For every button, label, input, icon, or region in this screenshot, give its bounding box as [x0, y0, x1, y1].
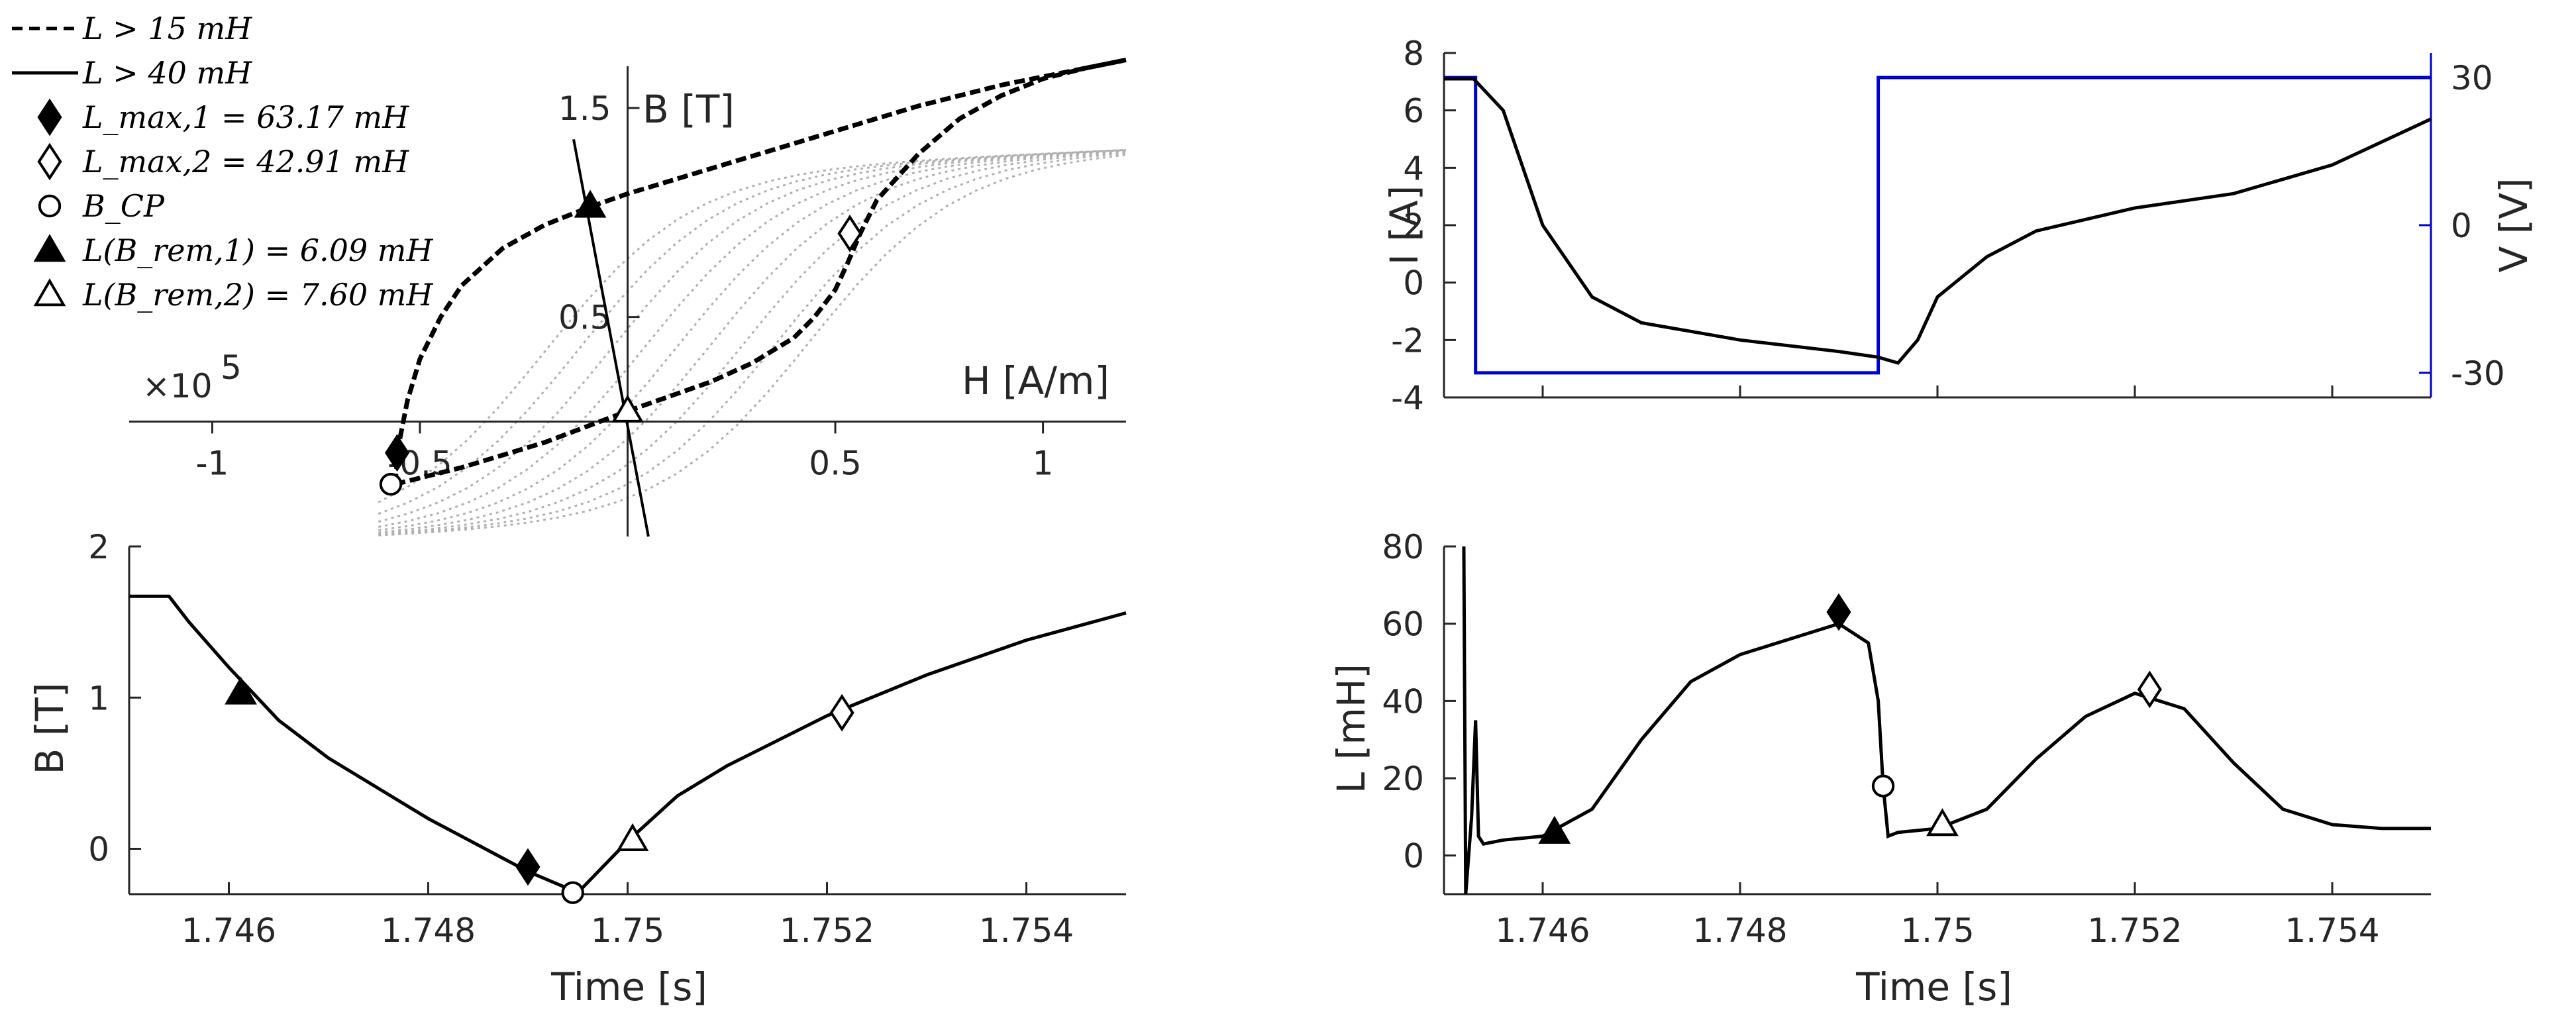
open-diamond-marker	[829, 693, 854, 732]
y-tick-label-right: 30	[2451, 59, 2493, 97]
x-tick-label: 1	[1033, 444, 1054, 482]
filled-triangle-marker	[33, 234, 66, 262]
x-tick-label: 1.748	[381, 911, 476, 950]
x-tick-label: 1.75	[591, 911, 664, 950]
legend-label: B_CP	[82, 188, 165, 224]
legend-label: L(B_rem,2) = 7.60 mH	[82, 277, 433, 313]
filled-diamond-marker	[37, 98, 62, 136]
minor-loop-curve	[378, 150, 1127, 534]
y-tick-label: 0.5	[558, 299, 611, 337]
y-tick-label: 0	[88, 831, 109, 869]
y-tick-label: 40	[1382, 682, 1424, 721]
open-diamond-marker	[837, 215, 862, 252]
y-tick-label: 0	[1403, 264, 1424, 303]
y-tick-label: 8	[1403, 34, 1424, 73]
filled-diamond-marker	[1826, 593, 1851, 631]
legend-label: L > 40 mH	[82, 55, 252, 91]
x-exponent-power: 5	[221, 348, 242, 387]
x-tick-label: 1.746	[1495, 911, 1590, 950]
open-triangle-marker	[1926, 808, 1959, 837]
legend-label: L_max,2 = 42.91 mH	[82, 144, 409, 179]
current-curve	[1444, 77, 2432, 365]
x-axis-label: H [A/m]	[962, 358, 1109, 403]
minor-loop-curve	[378, 149, 1127, 523]
y-axis-label-right: V [V]	[2491, 178, 2536, 272]
voltage-curve	[1444, 76, 2431, 375]
legend-label: L(B_rem,1) = 6.09 mH	[82, 232, 433, 268]
flux-density-time-panel: 2 1 0 1.746 1.748 1.75 1.752 1.754 Time [s] B [T]	[27, 528, 1127, 1009]
bh-loop-panel: -1 -0.5 0.5 10.51.5 B [T]H [A/m]×10 5	[129, 58, 1127, 537]
x-tick-label: 1.746	[181, 911, 276, 950]
open-diamond-marker	[37, 142, 62, 181]
filled-diamond-marker	[384, 434, 410, 472]
legend-label: L > 15 mH	[82, 11, 252, 46]
y-tick-label: 2	[88, 528, 109, 566]
open-circle-marker	[379, 472, 403, 496]
y-tick-label-right: -30	[2451, 354, 2505, 393]
inductance-curve	[1462, 546, 2431, 894]
x-tick-label: -1	[195, 444, 229, 482]
x-exponent-label: ×10	[142, 367, 213, 405]
y-axis-label: B [T]	[27, 683, 72, 775]
x-tick-label: 1.754	[2285, 911, 2379, 950]
y-tick-label: 0	[1403, 837, 1424, 876]
open-circle-marker	[561, 881, 584, 904]
minor-loop-curve	[378, 148, 1127, 503]
minor-loop-curve	[378, 149, 1127, 528]
y-tick-label: 20	[1382, 760, 1424, 798]
x-tick-label: 0.5	[809, 444, 862, 482]
open-diamond-marker	[2137, 670, 2162, 709]
open-triangle-marker	[33, 278, 66, 307]
filled-triangle-marker	[225, 676, 257, 705]
filled-triangle-marker	[574, 189, 607, 218]
open-triangle-marker	[616, 823, 649, 852]
y-tick-label: 60	[1382, 605, 1424, 644]
y-axis-label: I [A]	[1382, 185, 1427, 265]
inductance-time-panel: 80 60 40 20 0 1.746 1.748 1.75 1.752 1.754 Time [s…	[1329, 528, 2431, 1009]
y-tick-label: 1	[88, 679, 109, 717]
x-axis-label: Time [s]	[550, 964, 707, 1009]
flux-density-curve	[129, 594, 1127, 895]
y-tick-label-right: 0	[2451, 207, 2472, 245]
filled-diamond-marker	[515, 848, 541, 886]
minor-loop-curve	[378, 150, 1127, 535]
y-tick-label: 6	[1403, 92, 1424, 130]
x-tick-label: 1.75	[1900, 911, 1974, 950]
open-circle-marker	[38, 194, 62, 218]
x-tick-label: 1.748	[1692, 911, 1787, 950]
y-tick-label: -4	[1391, 379, 1424, 417]
minor-loop-curve	[378, 152, 1127, 536]
y-tick-label: 80	[1382, 528, 1424, 566]
y-tick-label: -2	[1391, 321, 1424, 360]
y-axis-label: B [T]	[643, 87, 735, 132]
x-tick-label: 1.752	[2087, 911, 2182, 950]
x-tick-label: 1.754	[979, 911, 1074, 950]
open-circle-marker	[1871, 774, 1895, 797]
open-triangle-marker	[611, 394, 644, 423]
y-tick-label: 4	[1403, 149, 1424, 187]
x-axis-label: Time [s]	[1855, 964, 2012, 1009]
minor-loop-curve	[378, 150, 1127, 532]
y-tick-label: 1.5	[558, 89, 611, 128]
legend: L > 15 mH L > 40 mH L_max,1 = 63.17 mH L_ma…	[12, 11, 433, 313]
minor-loop-curve	[378, 154, 1127, 537]
y-axis-label: L [mH]	[1329, 664, 1374, 793]
x-tick-label: 1.752	[780, 911, 874, 950]
minor-loop-curve	[378, 149, 1127, 515]
legend-label: L_max,1 = 63.17 mH	[82, 99, 409, 135]
y-tick-label: 2	[1403, 207, 1424, 245]
filled-triangle-marker	[1538, 815, 1571, 844]
current-voltage-panel: 8 6 4 2 0 -2 -4 30 0 -30 I [A] V [V]	[1382, 34, 2536, 417]
